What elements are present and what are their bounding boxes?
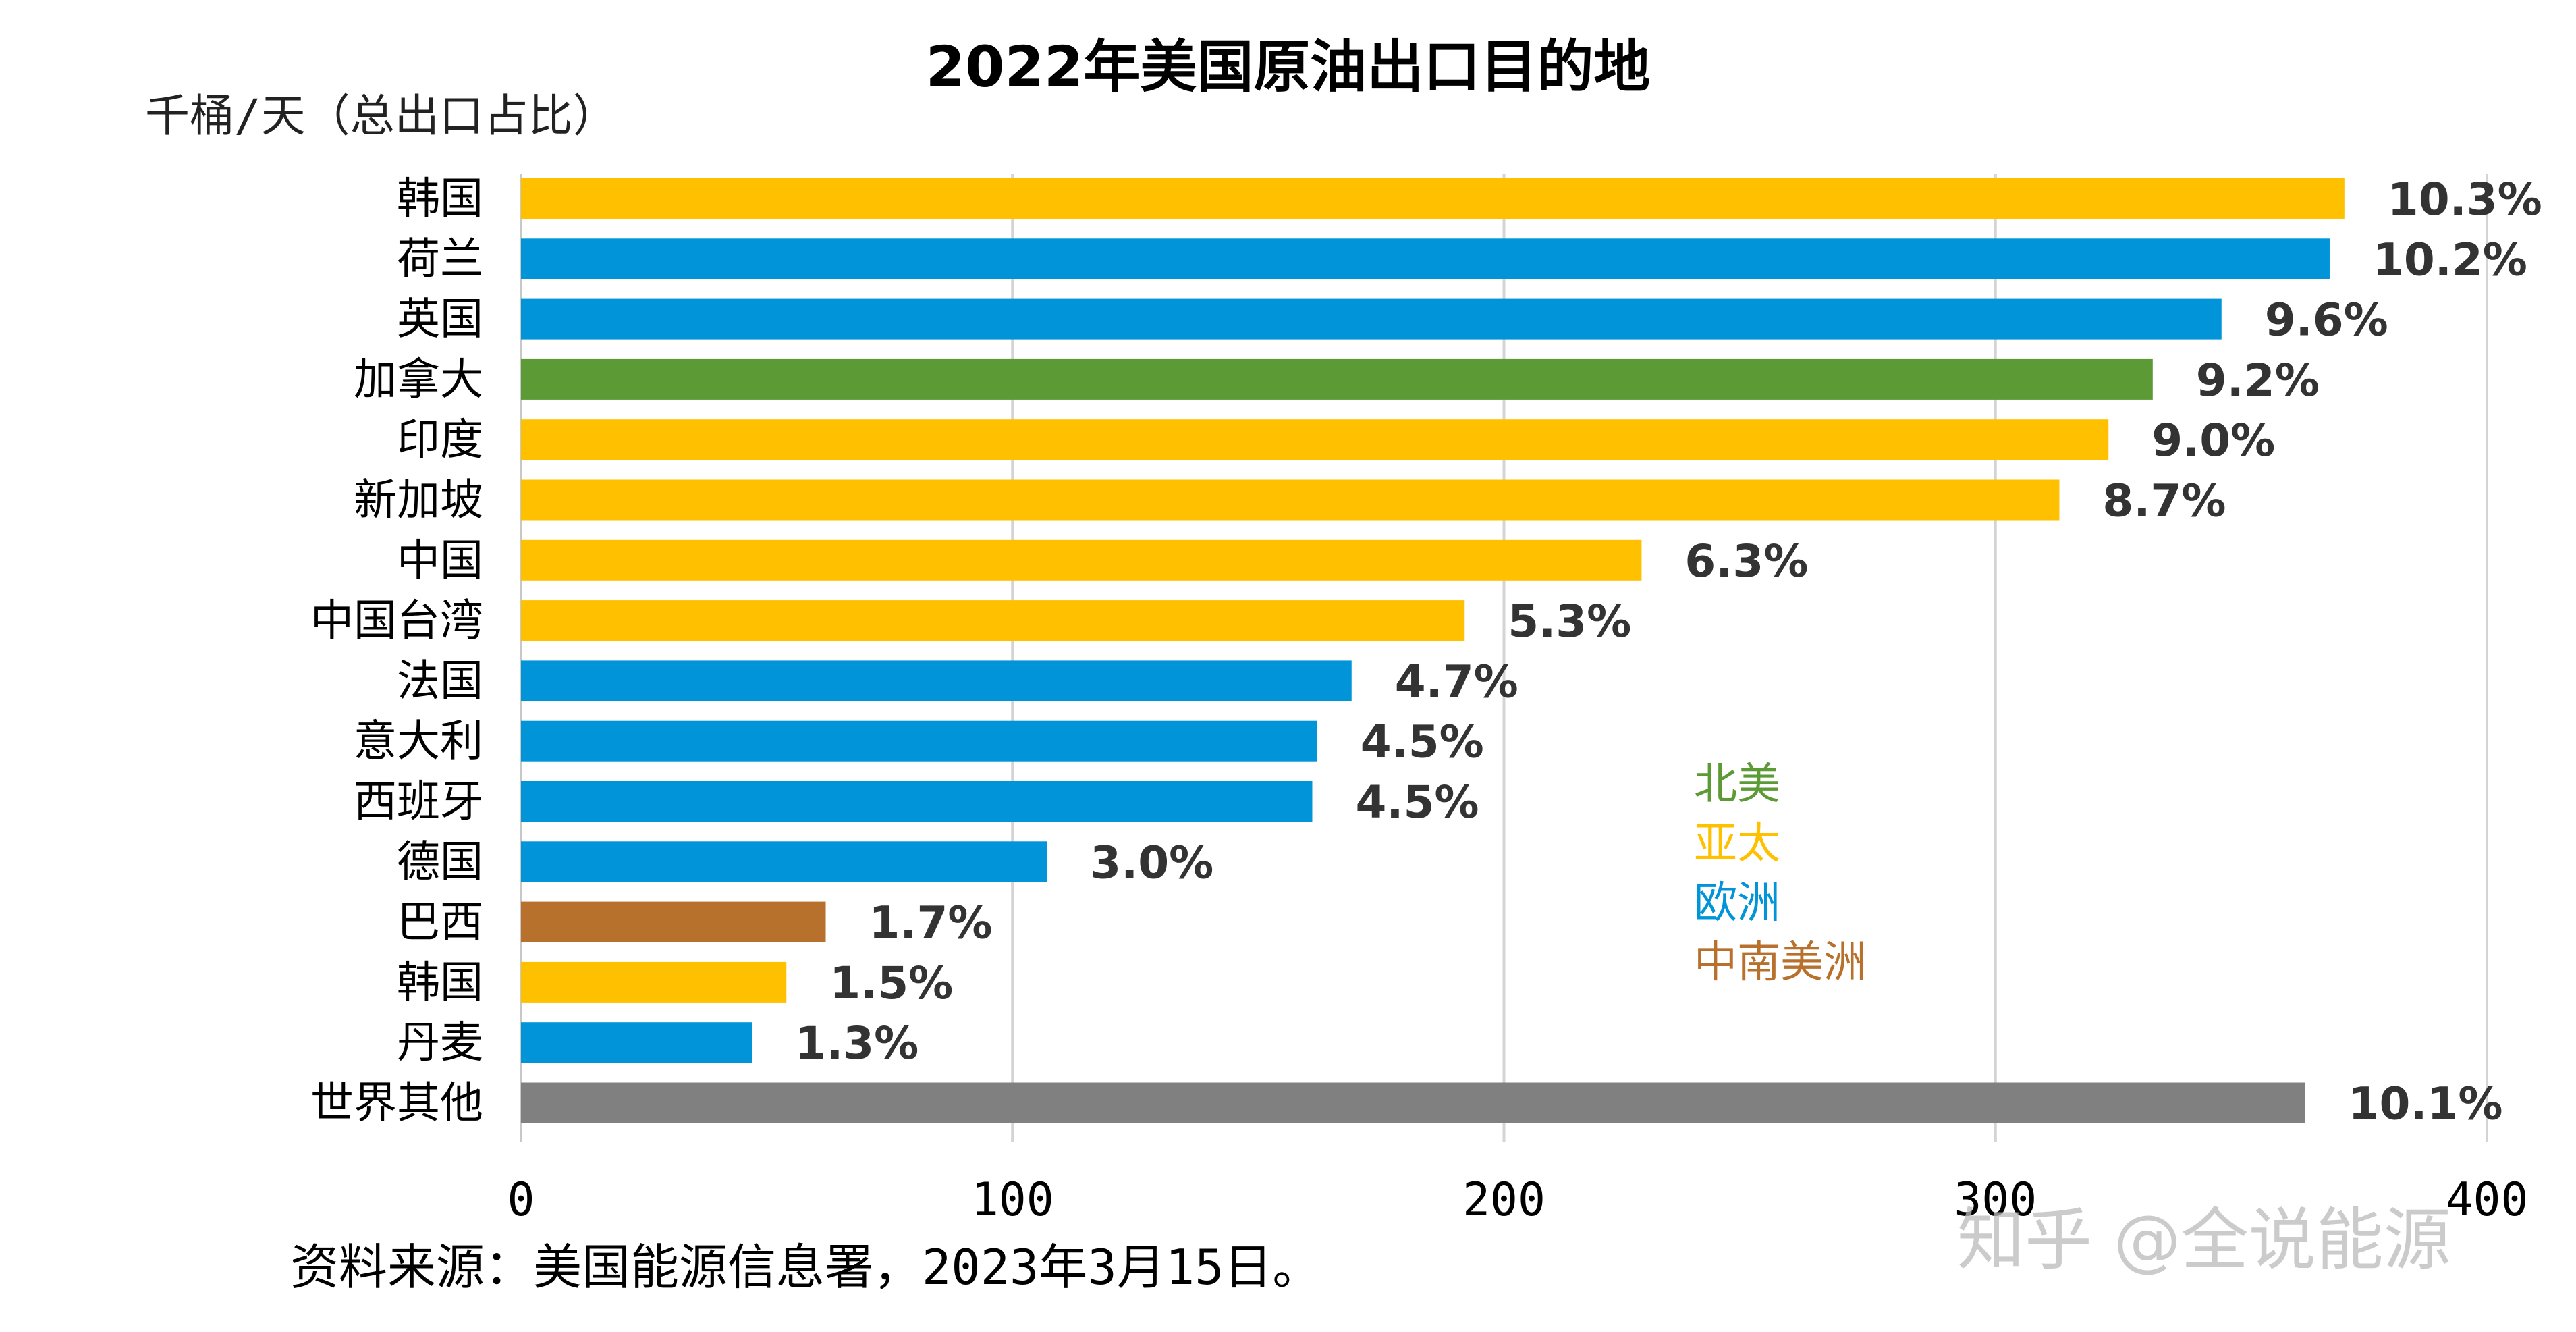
category-label: 新加坡	[354, 476, 483, 526]
category-label: 意大利	[354, 717, 483, 767]
value-label: 1.7%	[869, 897, 993, 949]
value-label: 10.2%	[2373, 234, 2527, 286]
category-label: 韩国	[397, 958, 483, 1008]
bar	[521, 961, 787, 1003]
value-label: 4.7%	[1395, 656, 1518, 708]
source-note: 资料来源：美国能源信息署，2023年3月15日。	[290, 1239, 1321, 1296]
category-label: 丹麦	[397, 1018, 483, 1068]
bar	[521, 720, 1317, 762]
bar	[521, 660, 1352, 701]
legend-item-latin-america: 中南美洲	[1694, 938, 1867, 988]
category-label: 中国	[397, 536, 483, 586]
bar	[521, 479, 2060, 521]
value-labels: 10.3% 10.2% 9.6% 9.2% 9.0% 8.7% 6.3% 5.3% 4.7% 4.…	[795, 174, 2542, 1130]
x-tick-label: 100	[971, 1173, 1054, 1227]
value-label: 1.5%	[829, 957, 953, 1009]
category-label: 韩国	[397, 174, 483, 224]
category-label: 加拿大	[354, 355, 483, 405]
value-label: 6.3%	[1684, 535, 1808, 587]
value-label: 3.0%	[1090, 836, 1213, 888]
bar	[521, 1082, 2305, 1123]
bar	[521, 539, 1642, 581]
x-axis-ticks: 0 100 200 300 400	[508, 1173, 2529, 1227]
bar	[521, 1022, 752, 1063]
watermark: 知乎 @全说能源	[1957, 1200, 2451, 1279]
value-label: 10.3%	[2388, 174, 2542, 225]
value-label: 9.0%	[2152, 415, 2275, 467]
category-label: 西班牙	[354, 777, 483, 827]
category-label: 中国台湾	[310, 596, 483, 646]
category-label: 巴西	[397, 898, 483, 948]
value-label: 8.7%	[2102, 475, 2226, 527]
category-label: 世界其他	[310, 1079, 483, 1129]
bars	[521, 178, 2345, 1123]
bar	[521, 298, 2222, 340]
value-label: 10.1%	[2349, 1078, 2503, 1130]
category-label: 法国	[397, 656, 483, 706]
x-tick-label: 300	[1954, 1173, 2037, 1227]
category-label: 英国	[397, 295, 483, 345]
category-label: 荷兰	[397, 234, 483, 284]
value-label: 5.3%	[1508, 595, 1631, 647]
y-axis-unit-label: 千桶/天（总出口占比）	[145, 90, 618, 142]
legend-item-asia-pacific: 亚太	[1694, 819, 1780, 869]
bar	[521, 178, 2345, 219]
bar	[521, 600, 1465, 641]
bar	[521, 901, 826, 942]
legend: 北美 亚太 欧洲 中南美洲	[1694, 755, 1867, 992]
bar	[521, 841, 1047, 882]
value-label: 4.5%	[1355, 776, 1479, 828]
value-label: 4.5%	[1361, 716, 1484, 768]
bar	[521, 781, 1313, 822]
legend-item-europe: 欧洲	[1694, 878, 1780, 928]
value-label: 1.3%	[795, 1017, 919, 1069]
category-label: 印度	[397, 415, 483, 465]
bar	[521, 358, 2153, 400]
x-tick-label: 0	[508, 1173, 535, 1227]
value-label: 9.6%	[2265, 294, 2388, 346]
x-tick-label: 400	[2446, 1173, 2529, 1227]
legend-item-north-america: 北美	[1694, 760, 1780, 809]
chart-title: 2022年美国原油出口目的地	[925, 34, 1651, 100]
value-label: 9.2%	[2196, 354, 2320, 406]
category-label: 德国	[397, 837, 483, 887]
x-tick-label: 200	[1462, 1173, 1545, 1227]
bar	[521, 238, 2330, 279]
bar	[521, 419, 2109, 460]
